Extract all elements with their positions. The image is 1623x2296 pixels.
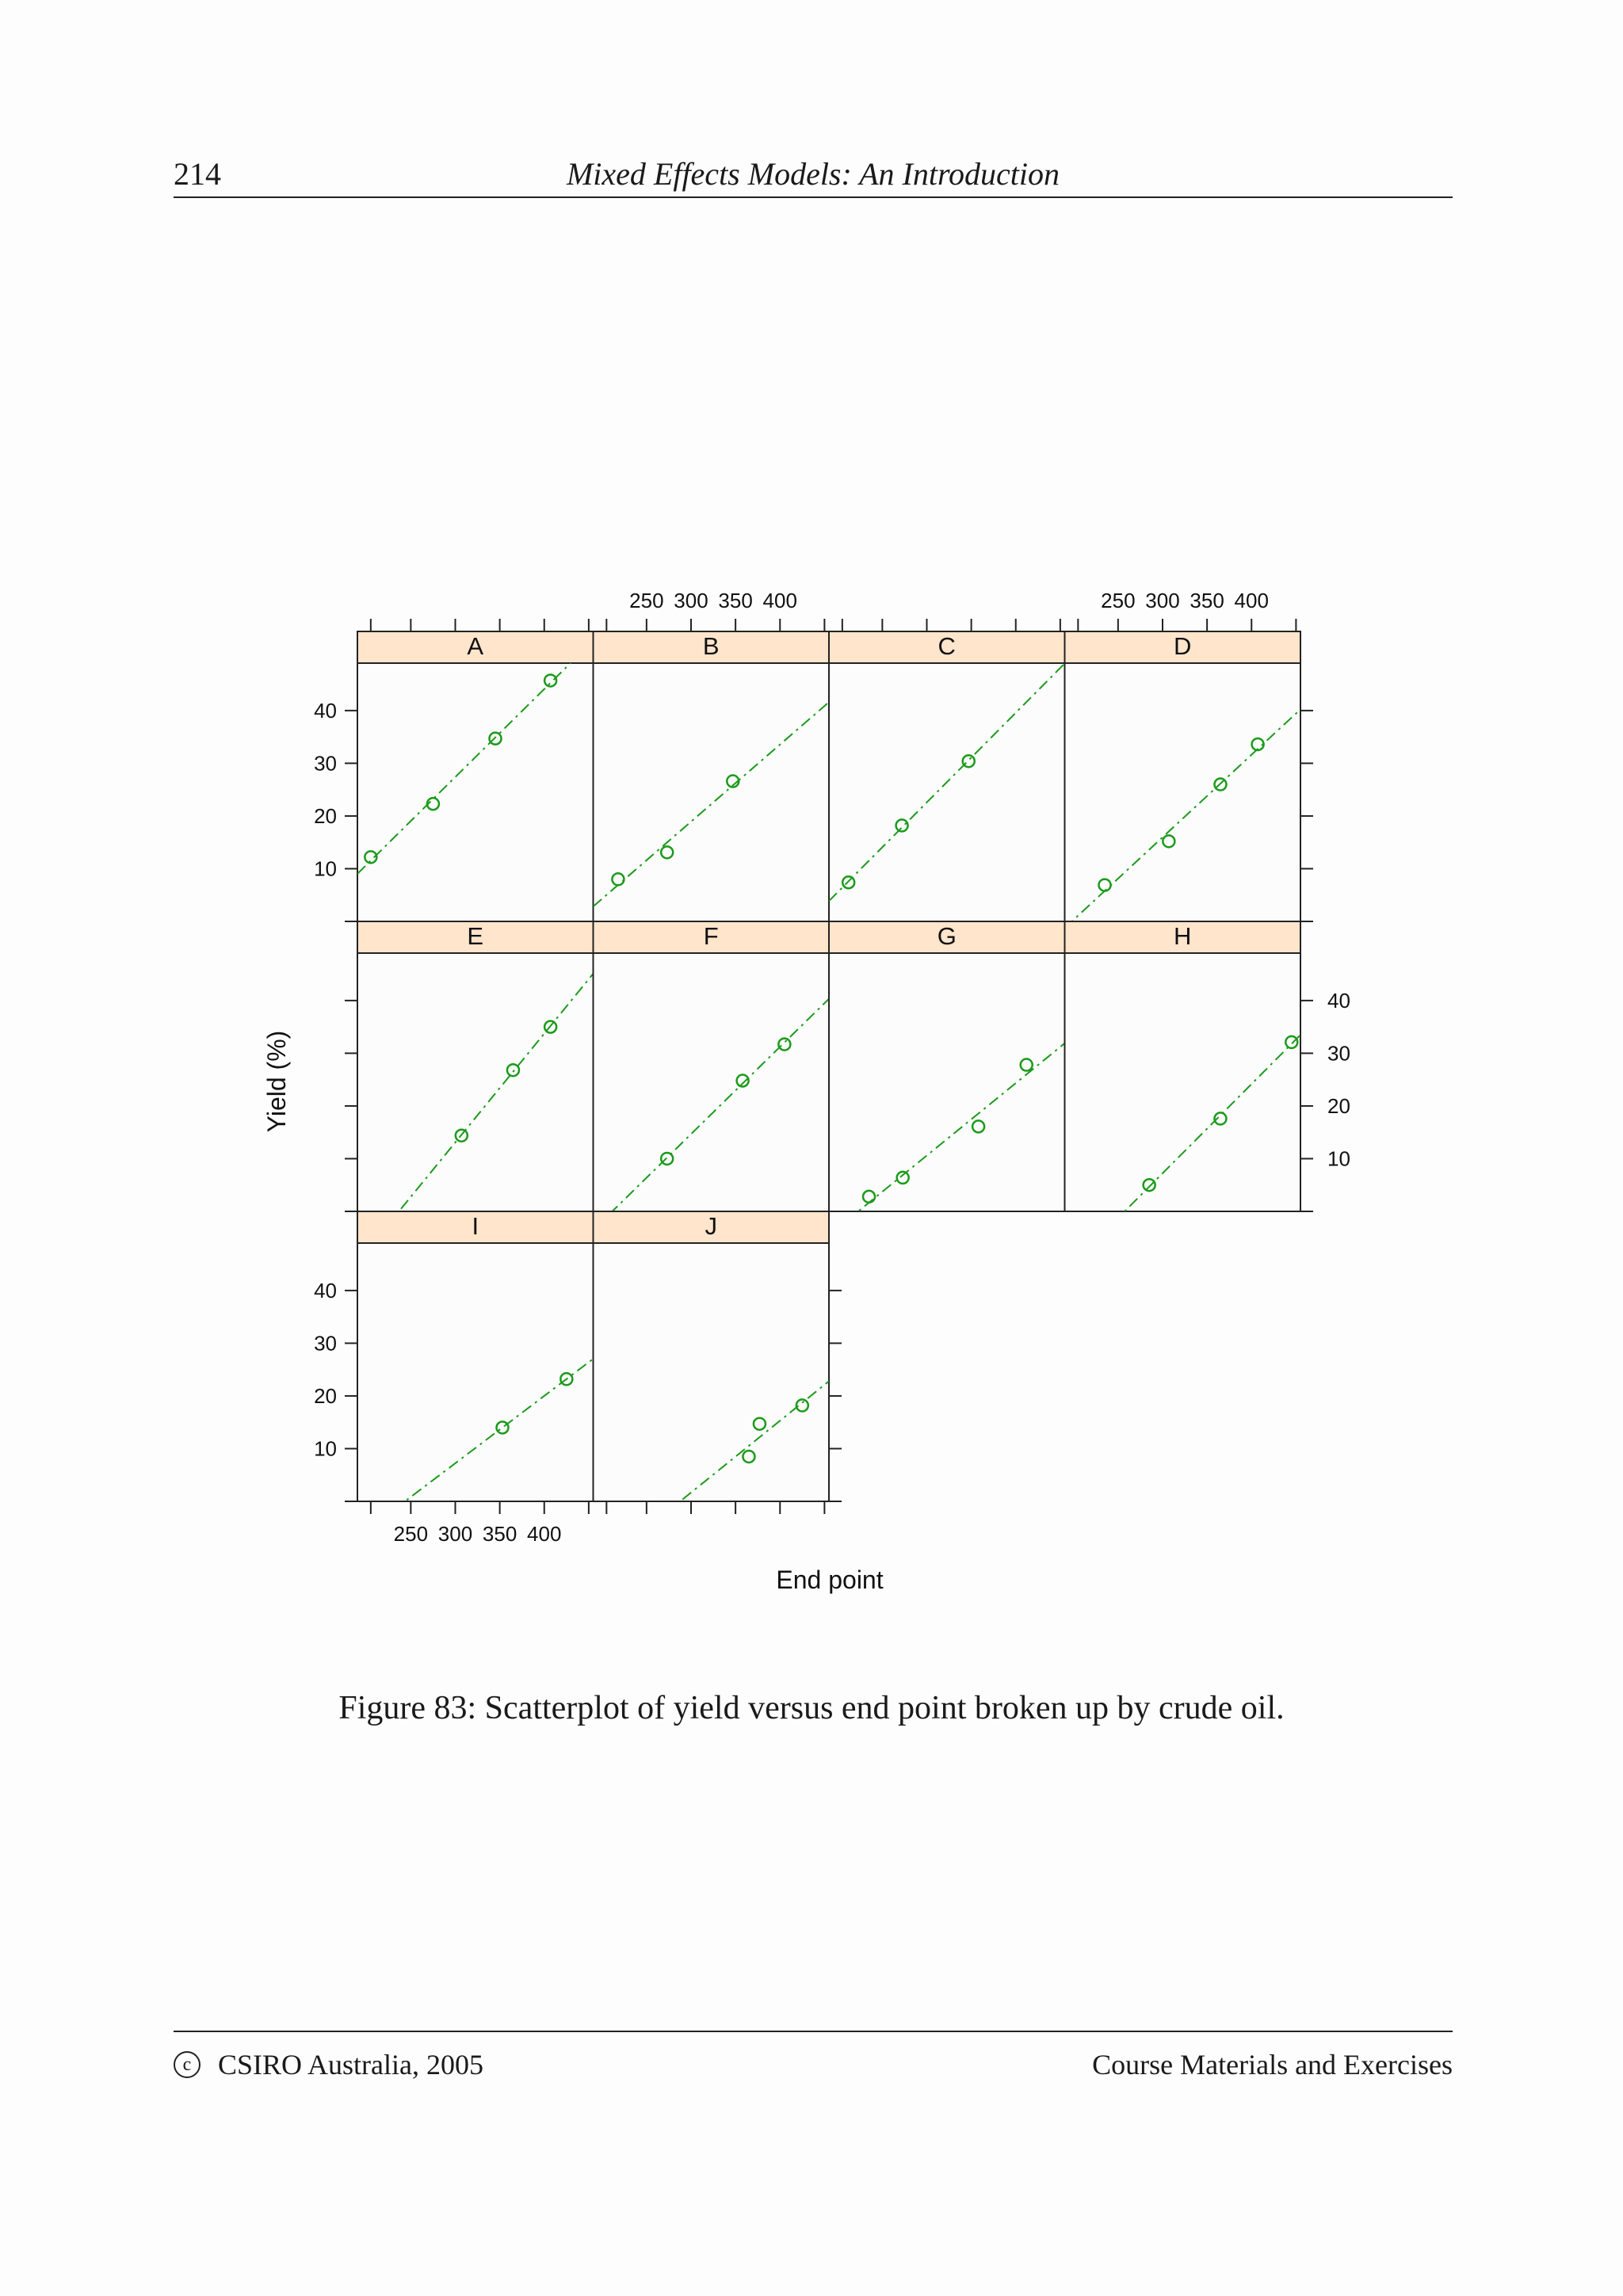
panel-a-point	[426, 796, 441, 811]
panel-h-point	[1213, 1112, 1228, 1126]
x-tick-label: 350	[718, 589, 752, 612]
page-footer: c CSIRO Australia, 2005 Course Materials…	[174, 2031, 1453, 2081]
x-tick-label: 300	[438, 1522, 472, 1546]
x-tick-label: 250	[394, 1522, 428, 1546]
running-title: Mixed Effects Models: An Introduction	[566, 156, 1060, 192]
panel-h-frame	[1064, 952, 1301, 1212]
panel-e-fit-line	[398, 973, 594, 1211]
panel-j-frame	[592, 1242, 830, 1502]
panel-c-strip-label: C	[938, 632, 956, 660]
panel-d-point	[1251, 737, 1265, 752]
panel-b-frame	[592, 662, 830, 922]
x-axis-title: End point	[776, 1566, 883, 1594]
page-number: 214	[174, 156, 221, 192]
y-axis-title: Yield (%)	[262, 1031, 291, 1133]
x-tick-label: 300	[1145, 589, 1179, 612]
figure-caption: Figure 83: Scatterplot of yield versus e…	[338, 1690, 1285, 1726]
panel-a-strip-label: A	[467, 632, 483, 660]
y-tick-label: 30	[314, 1331, 337, 1355]
panel-j-point	[752, 1417, 767, 1431]
panel-i-point	[495, 1421, 510, 1435]
panel-e-frame	[357, 952, 594, 1212]
y-tick-label: 20	[314, 1384, 337, 1408]
footer-course-title: Course Materials and Exercises	[1092, 2049, 1453, 2081]
panel-g-point	[971, 1119, 986, 1134]
y-tick-label: 40	[1327, 989, 1350, 1013]
panel-a-point	[364, 850, 378, 864]
panel-c-point	[961, 753, 976, 769]
panel-c-point	[895, 818, 909, 833]
panel-i-point	[559, 1371, 574, 1386]
footer-copyright-text: CSIRO Australia, 2005	[218, 2049, 484, 2081]
panel-a-fit-line	[357, 663, 572, 875]
panel-d-point	[1098, 878, 1112, 892]
panel-d-point	[1162, 834, 1176, 849]
x-tick-label: 250	[629, 589, 663, 612]
x-tick-label: 250	[1101, 589, 1135, 612]
panel-j-point	[742, 1449, 756, 1464]
y-tick-label: 30	[314, 751, 337, 775]
x-tick-label: 400	[527, 1522, 561, 1546]
panel-f-frame	[592, 952, 830, 1212]
panel-a-point	[488, 731, 502, 746]
panel-g-strip-label: G	[938, 922, 957, 950]
panel-h-strip	[1064, 921, 1301, 954]
panel-e-point	[543, 1020, 558, 1034]
panel-i-fit-line	[403, 1358, 594, 1501]
panel-e-point	[454, 1128, 469, 1142]
panel-b-strip-label: B	[703, 632, 720, 660]
x-tick-label: 400	[763, 589, 797, 612]
panel-b-point	[659, 845, 674, 860]
panel-e-strip-label: E	[467, 922, 483, 950]
x-tick-label: 300	[674, 589, 708, 612]
panel-d-strip	[1064, 631, 1301, 664]
panel-d-strip-label: D	[1174, 632, 1191, 660]
panel-j-point	[795, 1398, 810, 1413]
panel-g-frame	[828, 952, 1066, 1212]
panel-j-strip	[592, 1211, 830, 1244]
panel-b-point	[611, 872, 625, 887]
panel-f-point	[659, 1151, 674, 1166]
trellis-scatterplot: A B C D E F G H I J 250 300 350 400 250 300 350 400 250 300…	[262, 589, 1350, 1594]
panel-d-point	[1213, 777, 1228, 791]
copyright-icon: c	[174, 2051, 200, 2078]
y-tick-label: 10	[314, 856, 337, 880]
page-header: 214 Mixed Effects Models: An Introductio…	[174, 151, 1453, 198]
panel-h-point	[1142, 1177, 1156, 1192]
panel-e-point	[506, 1062, 521, 1077]
panel-j-strip-label: J	[705, 1212, 718, 1240]
panel-b-fit-line	[593, 701, 829, 907]
panel-g-point	[861, 1189, 876, 1204]
y-tick-label: 30	[1327, 1041, 1350, 1065]
panel-i-frame	[357, 1242, 594, 1502]
panel-f-point	[777, 1037, 792, 1051]
y-tick-label: 20	[1327, 1094, 1350, 1118]
panel-f-fit-line	[611, 998, 829, 1211]
panel-f-strip-label: F	[704, 922, 719, 950]
y-tick-label: 20	[314, 804, 337, 828]
panel-b-point	[726, 774, 740, 788]
panel-g-point	[896, 1170, 910, 1185]
panel-f-strip	[592, 921, 830, 954]
panel-h-point	[1285, 1035, 1299, 1050]
panel-c-frame	[828, 662, 1066, 922]
y-tick-label: 40	[314, 699, 337, 723]
y-tick-label: 10	[1327, 1146, 1350, 1170]
panel-g-point	[1019, 1058, 1033, 1072]
panel-a-point	[543, 673, 558, 688]
y-tick-label: 10	[314, 1436, 337, 1460]
panel-f-point	[735, 1074, 750, 1088]
panel-a-frame	[357, 662, 594, 922]
panel-i-strip-label: I	[472, 1212, 479, 1240]
panel-c-point	[841, 875, 856, 890]
panel-c-fit-line	[829, 663, 1065, 902]
footer-copyright: c CSIRO Australia, 2005	[174, 2048, 483, 2081]
panel-b-strip	[592, 631, 830, 664]
x-tick-label: 350	[1190, 589, 1224, 612]
x-tick-label: 400	[1235, 589, 1269, 612]
panel-h-strip-label: H	[1174, 922, 1191, 950]
panel-h-fit-line	[1123, 1034, 1300, 1211]
y-tick-label: 40	[314, 1279, 337, 1302]
x-tick-label: 350	[483, 1522, 517, 1546]
